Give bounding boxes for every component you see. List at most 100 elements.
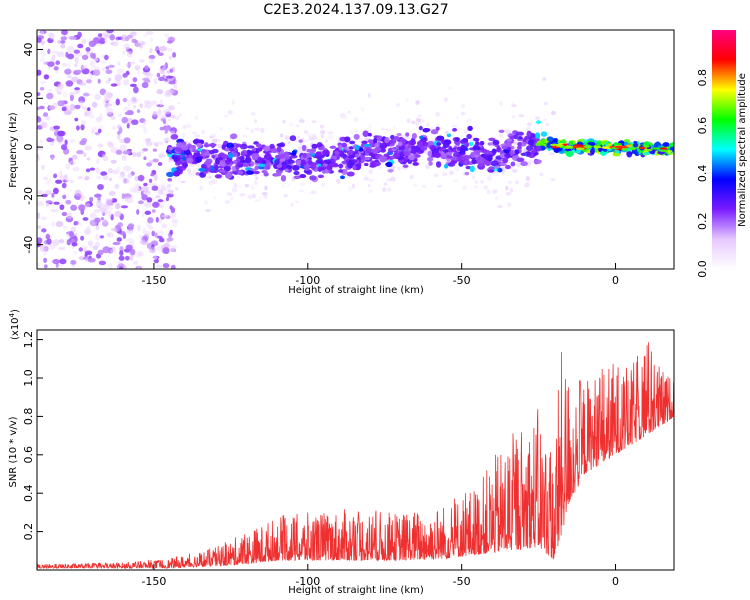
heatmap-cell [102, 218, 107, 224]
heatmap-cell [75, 69, 82, 73]
heatmap-cell [195, 156, 203, 163]
heatmap-cell [281, 161, 287, 167]
heatmap-y-tick-label: 20 [22, 91, 35, 105]
heatmap-cell [173, 84, 178, 89]
heatmap-x-tick-label: -100 [295, 274, 320, 287]
heatmap-cell [572, 145, 580, 148]
heatmap-cell [69, 179, 75, 184]
heatmap-cell [79, 140, 87, 146]
heatmap-cell [177, 176, 181, 182]
heatmap-cell [412, 162, 419, 166]
heatmap-cell [68, 36, 77, 40]
heatmap-cell [67, 62, 71, 69]
heatmap-cell [63, 91, 68, 98]
heatmap-cell [336, 178, 341, 184]
heatmap-cell [258, 158, 264, 164]
heatmap-cell [550, 178, 556, 181]
heatmap-cell [427, 150, 433, 157]
heatmap-cell [235, 143, 242, 148]
heatmap-cell [88, 114, 96, 119]
heatmap-cell [153, 77, 158, 85]
heatmap-cell [367, 129, 372, 134]
heatmap-cell [148, 178, 153, 183]
heatmap-cell [261, 191, 268, 196]
heatmap-cell [658, 149, 669, 152]
heatmap-cell [120, 205, 129, 209]
heatmap-cell [121, 50, 126, 55]
heatmap-cell [448, 170, 455, 176]
heatmap-cell [486, 175, 493, 182]
heatmap-cell [151, 230, 155, 237]
heatmap-cell [299, 174, 307, 179]
heatmap-cell [513, 133, 519, 140]
heatmap-cell [435, 123, 440, 126]
heatmap-cell [150, 101, 158, 106]
heatmap-cell [311, 143, 318, 149]
heatmap-cell [148, 54, 156, 60]
heatmap-cell [157, 199, 164, 203]
heatmap-cell [94, 241, 100, 248]
heatmap-cell [100, 217, 104, 221]
heatmap-cell [40, 50, 47, 58]
heatmap-cell [55, 85, 59, 92]
heatmap-cell [102, 32, 110, 37]
snr-y-tick-label: 1.0 [22, 369, 35, 387]
heatmap-cell [78, 204, 86, 212]
heatmap-cell [80, 124, 85, 131]
heatmap-cell [94, 233, 101, 241]
heatmap-cell [217, 143, 221, 149]
colorbar-tick-label: 0.4 [696, 165, 709, 183]
heatmap-cell [443, 149, 449, 153]
heatmap-cell [260, 127, 265, 134]
heatmap-cell [367, 132, 372, 137]
heatmap-cell [37, 262, 40, 267]
heatmap-cell [576, 149, 581, 153]
heatmap-cell [512, 143, 518, 147]
heatmap-cell [148, 160, 154, 165]
heatmap-cell [208, 143, 217, 147]
heatmap-cell [487, 155, 493, 162]
heatmap-cell [91, 126, 98, 132]
heatmap-cell [182, 124, 187, 130]
heatmap-cell [433, 173, 439, 178]
heatmap-cell [310, 163, 317, 170]
heatmap-cell [87, 107, 91, 112]
heatmap-cell [177, 101, 181, 105]
heatmap-cell [650, 147, 661, 150]
heatmap-cell [131, 119, 139, 126]
heatmap-dots [37, 30, 674, 269]
heatmap-cell [226, 192, 233, 196]
heatmap-cell [181, 144, 189, 151]
heatmap-cell [37, 147, 44, 151]
heatmap-cell [89, 196, 94, 203]
heatmap-cell [644, 148, 653, 152]
heatmap-cell [141, 213, 145, 218]
heatmap-cell [77, 175, 83, 180]
heatmap-cell [375, 146, 382, 152]
heatmap-cell [103, 91, 111, 99]
heatmap-cell [192, 169, 196, 174]
heatmap-cell [425, 122, 431, 128]
heatmap-cell [53, 201, 60, 205]
heatmap-cell [380, 127, 385, 131]
heatmap-cell [659, 147, 668, 150]
heatmap-cell [102, 174, 109, 181]
heatmap-cell [341, 142, 348, 148]
heatmap-cell [55, 179, 63, 184]
heatmap-cell [276, 164, 282, 169]
heatmap-cell [324, 139, 329, 144]
heatmap-cell [490, 160, 499, 167]
heatmap-cell [280, 175, 287, 182]
heatmap-cell [116, 237, 122, 242]
heatmap-cell [37, 106, 42, 111]
heatmap-cell [455, 115, 460, 119]
heatmap-cell [349, 140, 356, 145]
heatmap-cell [402, 164, 409, 168]
heatmap-cell [293, 170, 300, 176]
heatmap-cell [40, 216, 48, 220]
heatmap-cell [70, 161, 74, 165]
heatmap-cell [469, 165, 475, 173]
heatmap-cell [91, 66, 100, 71]
heatmap-cell [46, 92, 54, 100]
heatmap-cell [367, 139, 374, 144]
